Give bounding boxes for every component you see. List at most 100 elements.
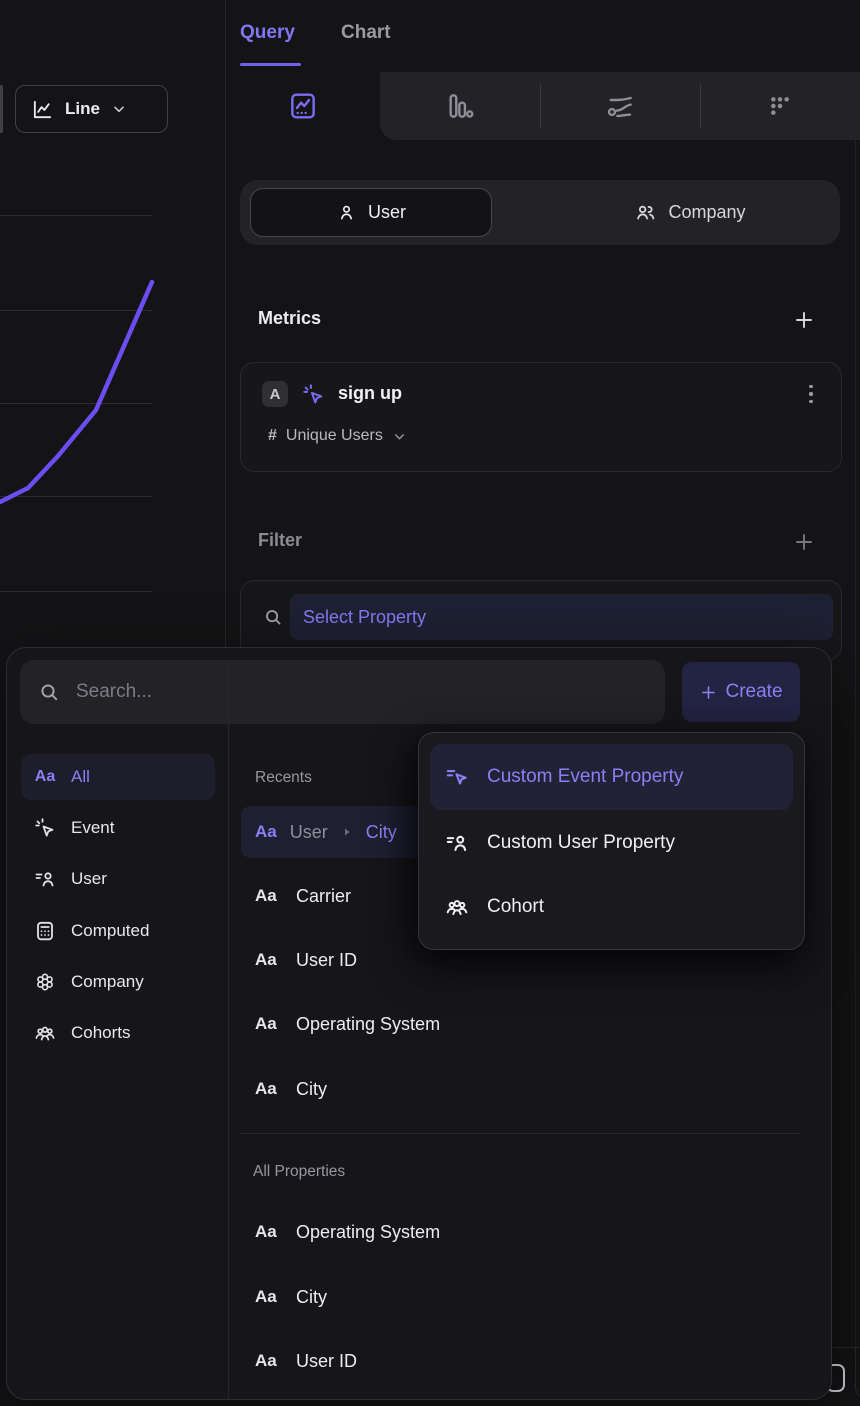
company-cluster-icon [33,970,57,994]
search-input[interactable] [74,680,618,704]
search-icon [37,680,61,704]
add-metric-button[interactable] [792,308,816,332]
divider [700,84,701,128]
insights-tab-icon[interactable] [287,90,319,122]
property-item[interactable]: Aa User ID [255,1350,358,1371]
aa-type-icon: Aa [255,1079,277,1098]
category-label: Cohorts [71,1023,131,1042]
modal-search[interactable] [20,660,665,724]
person-icon [336,202,357,223]
recent-item[interactable]: Aa User ID [255,949,358,970]
recent-item[interactable]: Aa City [255,1078,327,1099]
recent-item[interactable]: Aa Carrier [255,885,352,906]
clipped-button-fragment [0,85,3,133]
breadcrumb-name: City [365,821,397,842]
category-label: Event [71,818,115,837]
event-spark-cursor-icon [301,382,326,407]
metric-letter-badge: A [262,381,288,407]
event-spark-cursor-icon [33,816,57,840]
metric-menu-button[interactable] [805,382,817,406]
entity-option-user[interactable]: User [250,188,492,237]
aa-type-icon: Aa [255,950,277,969]
entity-option-label: User [367,202,406,222]
funnels-tab-icon[interactable] [444,90,476,122]
plus-icon [699,683,718,702]
category-event[interactable]: Event [21,805,215,851]
recents-header: Recents [255,769,312,786]
category-label: Company [71,972,144,991]
recent-item-selected[interactable]: Aa User City [241,806,423,858]
aa-type-icon: Aa [255,1351,277,1370]
chart-gridline [0,310,152,311]
active-tab-underline [240,63,301,66]
chart-style-dropdown[interactable]: Line [15,85,168,133]
create-menu-item-label: Custom Event Property [487,766,684,787]
panel-edge [855,140,856,1347]
add-filter-button[interactable] [792,530,816,554]
category-all[interactable]: Aa All [21,754,215,800]
create-menu-item-label: Custom User Property [487,832,675,853]
flows-tab-icon[interactable] [604,90,636,122]
category-cohorts[interactable]: Cohorts [21,1010,215,1056]
hash-icon: # [268,427,277,444]
category-computed[interactable]: Computed [21,908,215,954]
breadcrumb-parent: User [289,821,328,842]
category-user[interactable]: User [21,856,215,902]
trend-line [0,279,155,505]
category-company[interactable]: Company [21,959,215,1005]
chart-gridline [0,215,152,216]
all-properties-header: All Properties [253,1163,346,1180]
entity-option-company[interactable]: Company [540,188,840,237]
line-chart-icon [31,98,54,121]
property-item[interactable]: Aa City [255,1286,327,1307]
aa-type-icon: Aa [34,768,56,785]
metrics-title: Metrics [258,308,322,328]
metric-event-name[interactable]: sign up [338,383,402,403]
user-properties-icon [33,867,57,891]
filter-title: Filter [258,530,303,550]
chevron-down-icon [111,101,127,117]
select-property-input[interactable]: Select Property [290,594,833,640]
aa-type-icon: Aa [255,1014,277,1033]
aa-type-icon: Aa [255,1222,277,1241]
divider-fragment [833,1347,860,1348]
chart-gridline [0,403,152,404]
line-chart-preview [0,279,155,505]
aa-type-icon: Aa [255,822,277,841]
property-item[interactable]: Aa Operating System [255,1221,441,1242]
panel-corner-fragment [855,1347,860,1399]
category-label: All [71,767,90,786]
recent-item[interactable]: Aa Operating System [255,1013,441,1034]
calculator-icon [33,919,57,943]
custom-event-property-icon [444,764,470,790]
aggregation-label: Unique Users [285,427,383,444]
create-button[interactable]: Create [682,662,800,722]
breadcrumb-arrow-icon [341,826,353,838]
aa-type-icon: Aa [255,886,277,905]
tab-chart[interactable]: Chart [341,22,391,43]
retention-tab-icon[interactable] [764,90,796,122]
search-icon [262,606,284,628]
chart-gridline [0,591,152,592]
cohort-icon [444,894,470,920]
chart-gridline [0,496,152,497]
modal-divider [228,661,229,1399]
cohorts-icon [33,1021,57,1045]
custom-user-property-icon [444,830,470,856]
aggregation-dropdown[interactable]: # Unique Users [268,427,407,445]
chart-style-label: Line [65,99,100,118]
category-label: User [71,869,107,888]
divider [540,84,541,128]
metric-card[interactable] [240,362,842,472]
create-menu-item-cohort[interactable]: Cohort [430,874,793,940]
chevron-down-icon [392,429,407,444]
aa-type-icon: Aa [255,1287,277,1306]
create-menu-item-custom-event-property[interactable]: Custom Event Property [430,744,793,810]
panel-divider [225,0,226,648]
create-menu-item-custom-user-property[interactable]: Custom User Property [430,810,793,876]
entity-option-label: Company [668,202,746,222]
list-divider [241,1133,801,1134]
category-label: Computed [71,921,150,940]
tab-query[interactable]: Query [240,22,295,43]
